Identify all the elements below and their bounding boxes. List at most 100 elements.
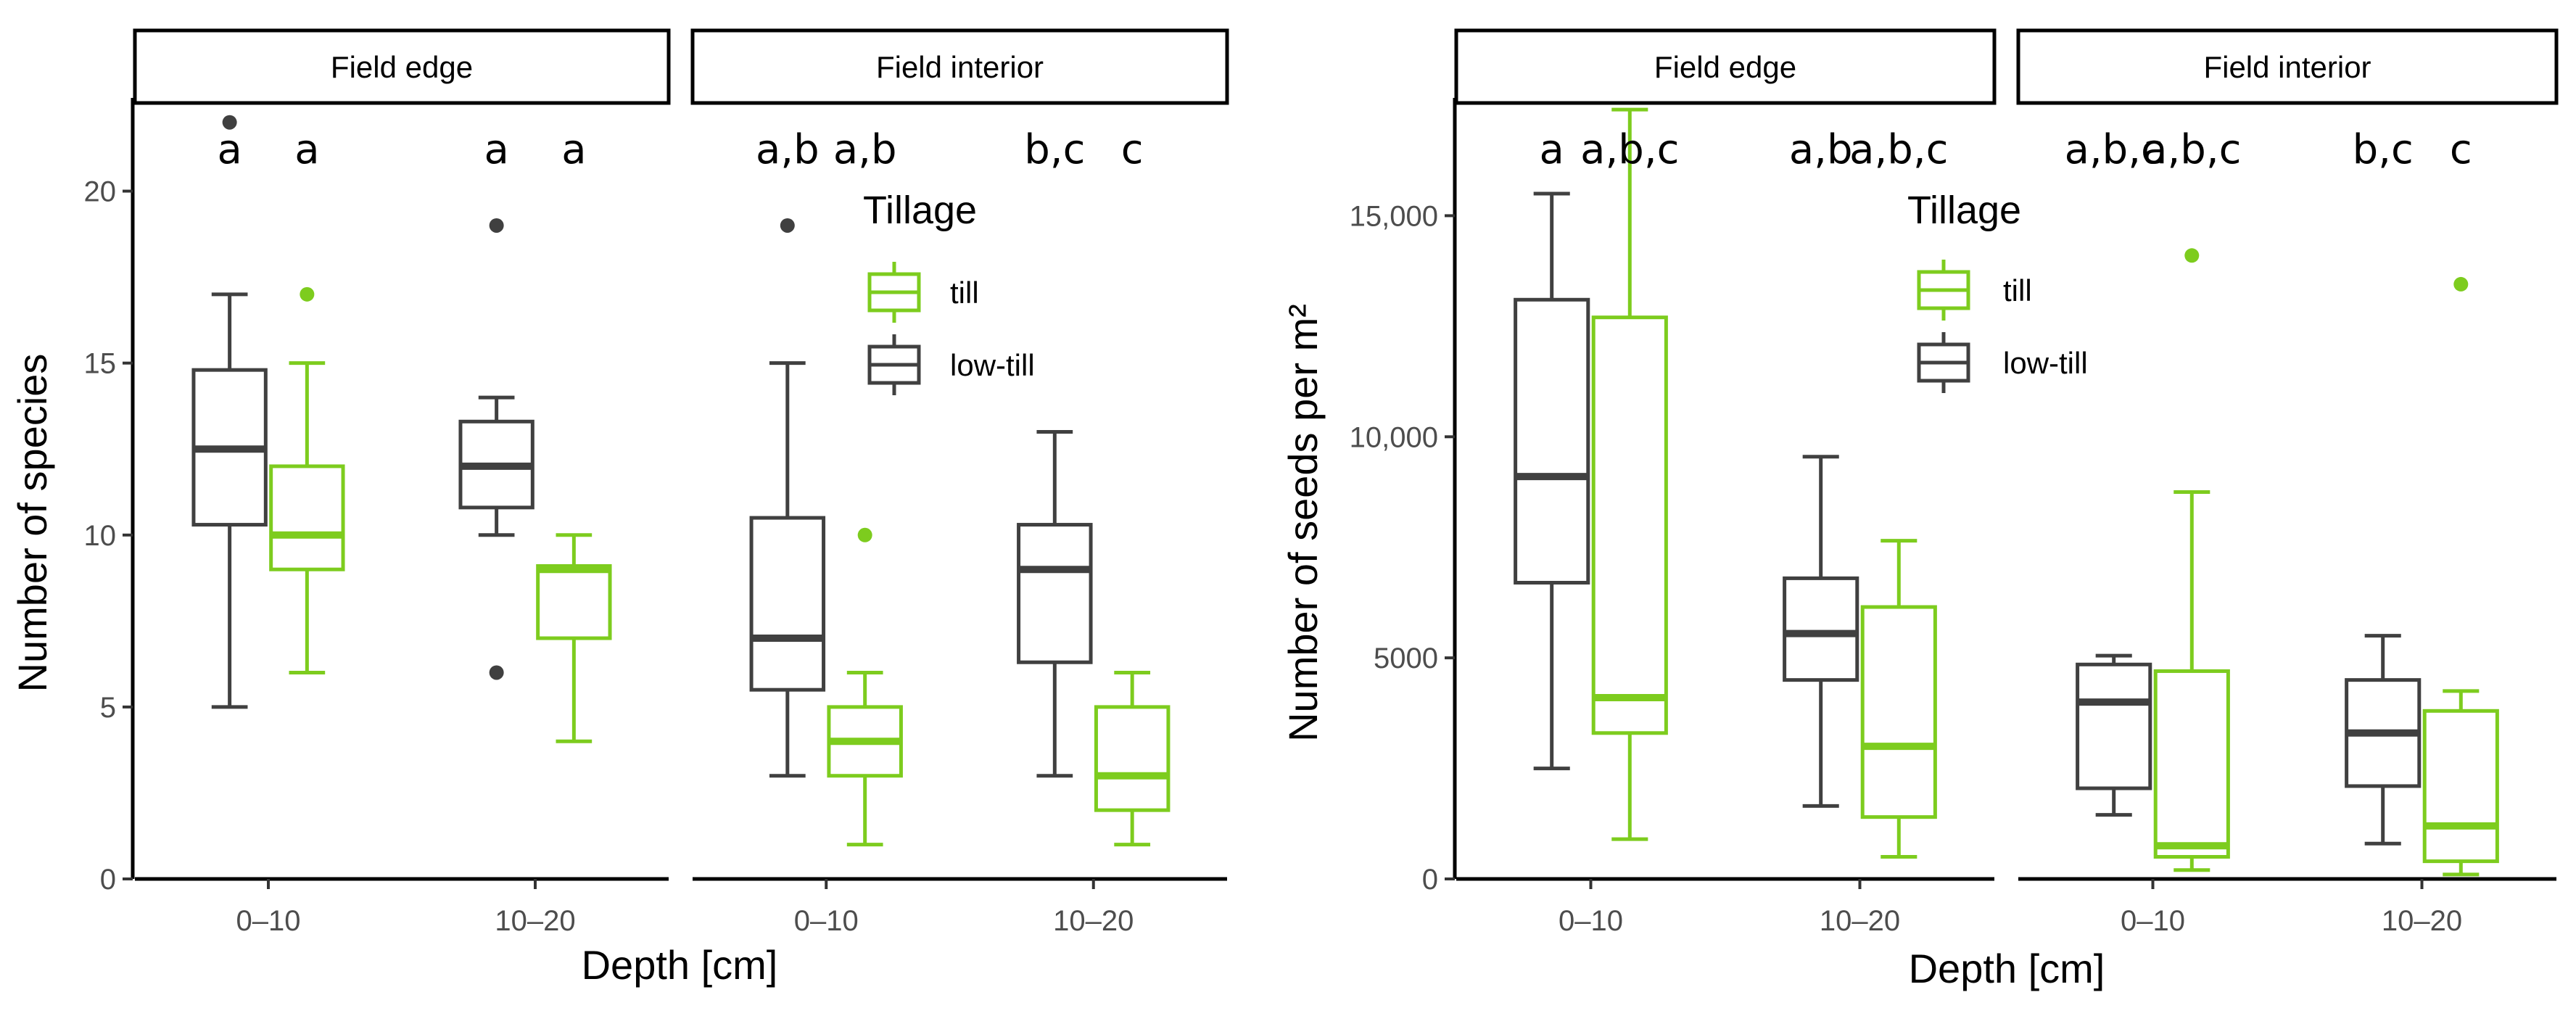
box-till [1591,107,1668,841]
significance-letter: a,b [833,126,897,173]
y-axis-title: Number of seeds per m² [1280,304,1326,742]
iqr-box [2153,669,2230,859]
y-axis-title: Number of species [9,354,55,693]
significance-letter: a,b,c [1580,126,1679,173]
significance-letter: b,c [2353,126,2414,173]
significance-letter: b,c [1024,126,1085,173]
facet-strip-label: Field edge [1654,50,1796,84]
y-tick-label: 5 [100,692,116,724]
significance-letter: a [217,126,242,173]
box-low-till [749,218,826,778]
iqr-box [2422,709,2499,864]
box-low-till [458,218,534,680]
significance-letter: a,b [756,126,820,173]
y-tick-label: 5000 [1374,643,1438,674]
x-tick-label: 10–20 [495,905,575,937]
facet-strip-label: Field edge [331,50,473,84]
x-tick-label: 10–20 [1053,905,1134,937]
box-till [1094,670,1171,847]
iqr-box [269,464,345,571]
y-tick-label: 10,000 [1350,421,1438,453]
facet-panel: Field interior 0–10 10–20 a,b,ca,b,c b,c c [2016,28,2559,937]
box-till [536,533,612,743]
x-tick-label: 0–10 [236,905,301,937]
significance-letter: a,b,c [2142,126,2241,173]
outlier-point [2184,248,2200,263]
legend-title: Tillage [863,189,977,232]
outlier-point [2453,276,2469,292]
outlier-point [300,286,315,302]
iqr-box [749,516,826,692]
legend: Tillage till low-till [863,189,1035,395]
box-low-till [1017,430,1093,778]
box-low-till [2076,653,2152,817]
iqr-box [1514,297,1590,585]
facet-panel: Field edge 0–10 10–20 a a a a [133,28,671,937]
box-till [2153,248,2230,872]
y-tick-label: 15 [84,348,117,380]
significance-letter: c [1121,126,1144,173]
box-low-till [2345,634,2422,846]
significance-letter: a [294,126,319,173]
x-axis-title: Depth [cm] [1909,946,2105,991]
legend-label: low-till [2003,346,2088,380]
y-tick-label: 0 [1422,864,1438,896]
legend-key: low-till [1917,332,2088,393]
iqr-box [536,563,612,640]
facet-strip [2016,28,2559,105]
legend-key: till [867,262,979,323]
box-low-till [191,115,268,709]
facet-strip-label: Field interior [2203,50,2371,84]
iqr-box [1860,605,1937,819]
box-low-till [1783,455,1859,808]
legend: Tillage till low-till [1907,189,2088,393]
x-tick-label: 0–10 [794,905,859,937]
facet-panel: Field interior 0–10 10–20 a,b a,b b,c c [690,28,1229,937]
box-till [827,527,903,847]
facet-strip [1454,28,1997,105]
chart-1: 0 5 10 15 20 Number of species Depth [cm] Field… [9,28,1229,988]
outlier-point [489,665,504,680]
x-axis-title: Depth [cm] [582,942,778,988]
iqr-box [1094,705,1171,812]
facet-strip-label: Field interior [876,50,1044,84]
outlier-point [780,218,795,233]
iqr-box [1591,315,1668,735]
significance-letter: a [484,126,508,173]
x-tick-label: 10–20 [1820,905,1900,937]
box-low-till [1514,191,1590,771]
significance-letter: c [2450,126,2472,173]
y-tick-label: 10 [84,520,117,552]
iqr-box [2076,662,2152,790]
facet-strip [690,28,1229,105]
legend-key: till [1917,260,2032,321]
significance-letter: a,b,c [1849,126,1948,173]
significance-letter: a,b [1789,126,1853,173]
chart-2: 0 5000 10,000 15,000 Number of seeds per m² D… [1280,28,2559,991]
x-tick-label: 0–10 [1559,905,1623,937]
x-tick-label: 0–10 [2121,905,2185,937]
y-tick-label: 0 [100,864,116,896]
y-tick-label: 15,000 [1350,200,1438,232]
box-till [1860,539,1937,859]
outlier-point [857,527,872,542]
significance-letter: a,b,c [2065,126,2163,173]
legend-key: low-till [867,334,1035,395]
legend-title: Tillage [1907,189,2021,232]
legend-label: till [2003,273,2032,307]
outlier-point [489,218,504,233]
significance-letter: a [1540,126,1564,173]
legend-label: till [950,276,979,310]
box-till [269,286,345,674]
outlier-point [222,115,237,130]
iqr-box [1783,576,1859,682]
x-tick-label: 10–20 [2382,905,2462,937]
significance-letter: a [561,126,586,173]
y-tick-label: 20 [84,176,117,208]
box-till [2422,276,2499,877]
iqr-box [1017,523,1093,664]
facet-strip [133,28,671,105]
legend-label: low-till [950,348,1035,382]
